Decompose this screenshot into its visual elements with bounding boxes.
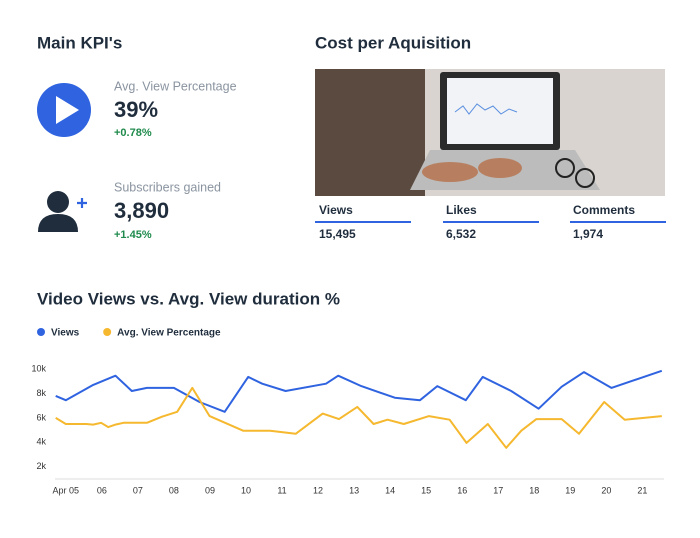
series-line bbox=[55, 369, 663, 413]
legend-label: Views bbox=[51, 328, 80, 339]
y-tick-label: 2k bbox=[36, 461, 46, 471]
chart-title: Video Views vs. Avg. View duration % bbox=[37, 289, 340, 308]
kpi-label: Avg. View Percentage bbox=[114, 79, 237, 93]
x-tick-label: 19 bbox=[565, 485, 575, 495]
legend-label: Avg. View Percentage bbox=[117, 328, 221, 339]
x-tick-label: 08 bbox=[169, 485, 179, 495]
cost-title: Cost per Aquisition bbox=[315, 33, 471, 52]
x-tick-label: 16 bbox=[457, 485, 467, 495]
user-icon bbox=[38, 191, 87, 232]
y-tick-label: 4k bbox=[36, 437, 46, 447]
kpi-title: Main KPI's bbox=[37, 33, 122, 52]
series-line bbox=[55, 386, 662, 449]
laptop-photo bbox=[315, 69, 665, 196]
metric-value: 6,532 bbox=[446, 227, 476, 241]
y-tick-label: 8k bbox=[36, 388, 46, 398]
x-tick-label: 18 bbox=[529, 485, 539, 495]
x-tick-label: 09 bbox=[205, 485, 215, 495]
x-tick-label: 10 bbox=[241, 485, 251, 495]
y-tick-label: 10k bbox=[31, 363, 46, 373]
x-tick-label: 11 bbox=[277, 485, 286, 495]
x-tick-label: 12 bbox=[313, 485, 323, 495]
legend-marker bbox=[37, 328, 45, 336]
kpi-change: +0.78% bbox=[114, 127, 152, 139]
x-tick-label: 07 bbox=[133, 485, 143, 495]
kpi-value: 3,890 bbox=[114, 198, 169, 223]
x-tick-label: 20 bbox=[601, 485, 611, 495]
x-tick-label: 15 bbox=[421, 485, 431, 495]
kpi-value: 39% bbox=[114, 97, 158, 122]
x-tick-label: 17 bbox=[493, 485, 503, 495]
metric-label: Views bbox=[319, 203, 353, 217]
metric-label: Likes bbox=[446, 203, 477, 217]
play-glyph bbox=[56, 96, 79, 124]
x-tick-label: Apr 05 bbox=[53, 485, 80, 495]
kpi-label: Subscribers gained bbox=[114, 180, 221, 194]
y-tick-label: 6k bbox=[36, 412, 46, 422]
metric-value: 15,495 bbox=[319, 227, 356, 241]
x-tick-label: 21 bbox=[637, 485, 647, 495]
x-tick-label: 13 bbox=[349, 485, 359, 495]
metric-label: Comments bbox=[573, 203, 635, 217]
x-tick-label: 14 bbox=[385, 485, 395, 495]
x-tick-label: 06 bbox=[97, 485, 107, 495]
metric-value: 1,974 bbox=[573, 227, 603, 241]
kpi-change: +1.45% bbox=[114, 229, 152, 241]
legend-marker bbox=[103, 328, 112, 336]
